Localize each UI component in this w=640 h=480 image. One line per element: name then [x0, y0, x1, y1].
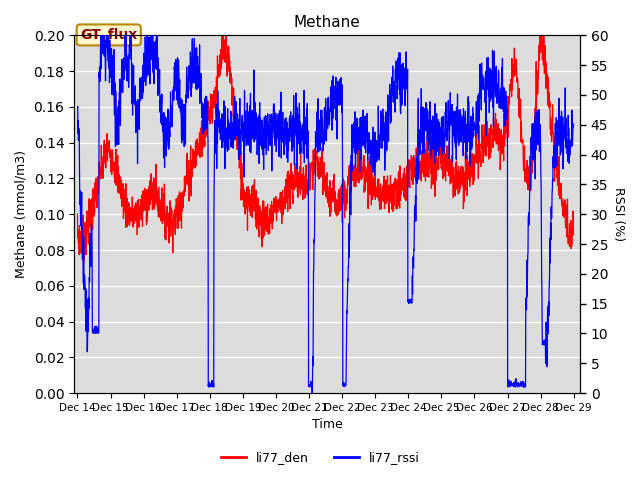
Y-axis label: Methane (mmol/m3): Methane (mmol/m3)	[15, 150, 28, 278]
Y-axis label: RSSI (%): RSSI (%)	[612, 187, 625, 241]
Legend: li77_den, li77_rssi: li77_den, li77_rssi	[216, 446, 424, 469]
Title: Methane: Methane	[294, 15, 360, 30]
Text: GT_flux: GT_flux	[80, 28, 138, 42]
X-axis label: Time: Time	[312, 419, 342, 432]
